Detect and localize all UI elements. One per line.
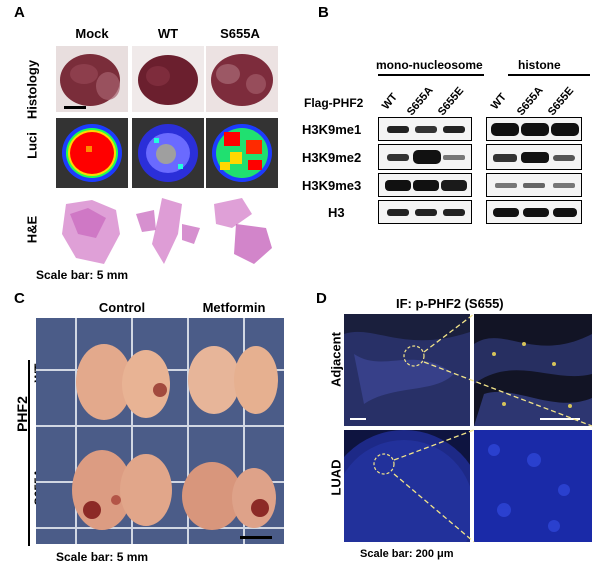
he-wt-image [132, 194, 204, 268]
blot-histone-h3 [486, 200, 582, 224]
band-label-h3k9me3: H3K9me3 [302, 178, 362, 193]
luci-s655a-image [206, 118, 278, 188]
panel-c-label: C [14, 290, 25, 307]
blot-mono-h3k9me2 [378, 144, 472, 170]
col-wt: WT [157, 26, 179, 41]
luci-mock-image [56, 118, 128, 188]
blot-mono-h3 [378, 200, 472, 224]
col-metformin: Metformin [202, 300, 266, 315]
if-luad-overview [344, 430, 470, 542]
if-adjacent-overview [344, 314, 470, 426]
luci-wt-image [132, 118, 204, 188]
band-label-h3: H3 [328, 205, 345, 220]
col-mock: Mock [75, 26, 109, 41]
group-mono-divider [378, 74, 484, 76]
panel-c-photo [36, 318, 284, 544]
he-s655a-image [206, 194, 278, 268]
panel-b-label: B [318, 4, 329, 21]
panel-d-scale-bar: Scale bar: 200 μm [360, 548, 454, 560]
panel-a-scale-bar: Scale bar: 5 mm [36, 268, 129, 282]
blot-histone-h3k9me2 [486, 144, 582, 170]
phf2-bracket [28, 360, 30, 546]
flag-phf2-label: Flag-PHF2 [304, 96, 364, 110]
panel-d-title: IF: p-PHF2 (S655) [396, 296, 504, 311]
group-histone: histone [518, 58, 561, 72]
histology-wt-image [132, 46, 204, 112]
if-adjacent-zoom [474, 314, 592, 426]
he-mock-image [56, 194, 128, 268]
blot-histone-h3k9me3 [486, 173, 582, 197]
blot-mono-h3k9me3 [378, 173, 472, 197]
band-label-h3k9me2: H3K9me2 [302, 150, 362, 165]
group-mono-nucleosome: mono-nucleosome [376, 58, 483, 72]
blot-histone-h3k9me1 [486, 117, 582, 141]
group-histone-divider [508, 74, 590, 76]
panel-d-label: D [316, 290, 327, 307]
blot-mono-h3k9me1 [378, 117, 472, 141]
band-label-h3k9me1: H3K9me1 [302, 122, 362, 137]
col-control: Control [98, 300, 146, 315]
histology-s655a-image [206, 46, 278, 112]
histology-mock-image [56, 46, 128, 112]
panel-c-scale-bar: Scale bar: 5 mm [56, 550, 149, 564]
panel-a-label: A [14, 4, 25, 21]
if-luad-zoom [474, 430, 592, 542]
col-s655a: S655A [220, 26, 260, 41]
